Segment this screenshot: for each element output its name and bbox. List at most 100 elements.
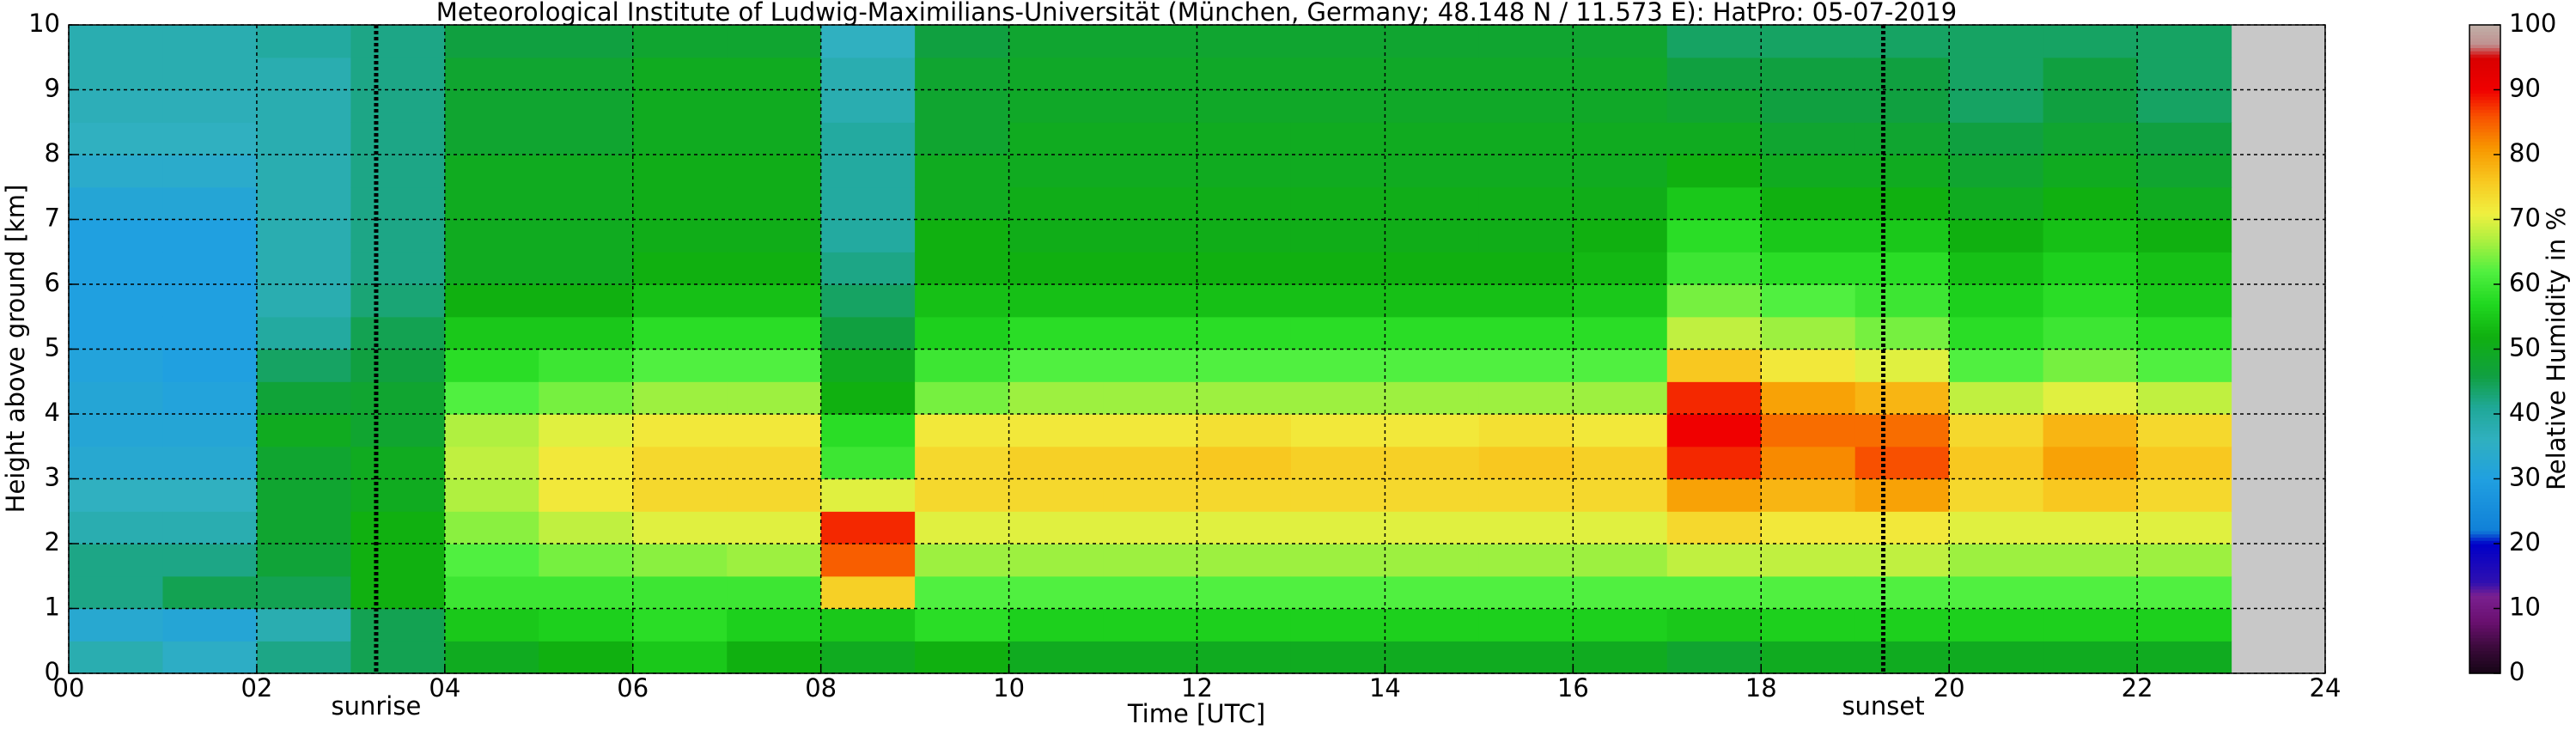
heatmap-cell: [1290, 57, 1386, 91]
heatmap-cell: [1478, 641, 1574, 674]
heatmap-cell: [2043, 25, 2138, 58]
heatmap-cell: [1385, 284, 1480, 318]
heatmap-cell: [2043, 155, 2138, 188]
heatmap-cell: [162, 446, 258, 480]
colorbar-tick-label: 60: [2509, 268, 2541, 297]
colorbar-segment: [2469, 462, 2500, 466]
heatmap-cell: [162, 608, 258, 642]
heatmap-cell: [1573, 608, 1668, 642]
heatmap-cell: [1385, 381, 1480, 415]
heatmap-cell: [2137, 219, 2232, 252]
heatmap-cell: [727, 219, 822, 252]
heatmap-cell: [256, 186, 351, 221]
heatmap-cell: [1008, 446, 1104, 480]
heatmap-cell: [1854, 57, 1950, 91]
heatmap-cell: [1666, 57, 1762, 91]
heatmap-cell: [1761, 316, 1856, 350]
heatmap-cell: [820, 252, 916, 285]
colorbar-segment: [2469, 605, 2500, 610]
colorbar-segment: [2469, 119, 2500, 123]
y-tick-label: 8: [45, 138, 60, 167]
heatmap-cell: [1008, 252, 1104, 285]
heatmap-cell: [1197, 122, 1292, 155]
heatmap-cell: [1761, 544, 1856, 577]
colorbar-segment: [2469, 540, 2500, 544]
colorbar-segment: [2469, 248, 2500, 252]
colorbar-segment: [2469, 53, 2500, 58]
heatmap-cell: [539, 575, 634, 610]
heatmap-cell: [69, 414, 164, 447]
colorbar-segment: [2469, 414, 2500, 418]
colorbar-segment: [2469, 186, 2500, 192]
heatmap-cell: [69, 316, 164, 350]
heatmap-cell: [632, 544, 728, 577]
colorbar-segment: [2469, 637, 2500, 642]
colorbar-segment: [2469, 203, 2500, 207]
heatmap-cell: [1478, 186, 1574, 221]
heatmap-cell: [1666, 219, 1762, 252]
colorbar-segment: [2469, 588, 2500, 593]
colorbar-segment: [2469, 157, 2500, 162]
heatmap-cell: [69, 446, 164, 480]
colorbar-segment: [2469, 316, 2500, 321]
heatmap-cell: [256, 284, 351, 318]
x-axis-label: Time [UTC]: [1127, 699, 1265, 728]
heatmap-cell: [727, 155, 822, 188]
colorbar-tick-label: 30: [2509, 463, 2541, 492]
heatmap-cell: [162, 186, 258, 221]
heatmap-cell: [1290, 122, 1386, 155]
colorbar-segment: [2469, 67, 2500, 71]
x-tick-label: 00: [53, 673, 85, 703]
heatmap-cell: [1197, 575, 1292, 610]
heatmap-cell: [256, 25, 351, 58]
colorbar-segment: [2469, 297, 2500, 301]
heatmap-cell: [1290, 155, 1386, 188]
y-tick-label: 6: [45, 268, 60, 297]
heatmap-cell: [1290, 219, 1386, 252]
heatmap-cell: [915, 511, 1010, 544]
heatmap-cell: [256, 414, 351, 447]
heatmap-cell: [539, 608, 634, 642]
heatmap-cell: [1666, 575, 1762, 610]
heatmap-cell: [1949, 414, 2044, 447]
heatmap-cell: [1949, 89, 2044, 123]
colorbar-segment: [2469, 358, 2500, 363]
y-axis-label: Height above ground [km]: [1, 185, 30, 514]
colorbar-segment: [2469, 429, 2500, 435]
colorbar-segment: [2469, 258, 2500, 263]
heatmap-cell: [2043, 511, 2138, 544]
colorbar-segment: [2469, 148, 2500, 152]
heatmap-cell: [1385, 25, 1480, 58]
colorbar-segment: [2469, 404, 2500, 409]
heatmap-cell: [1008, 316, 1104, 350]
heatmap-cell: [727, 575, 822, 610]
colorbar-segment: [2469, 608, 2500, 612]
heatmap-cell: [1854, 381, 1950, 415]
colorbar-segment: [2469, 44, 2500, 49]
heatmap-cell: [539, 122, 634, 155]
heatmap-cell: [1385, 641, 1480, 674]
colorbar-segment: [2469, 96, 2500, 100]
colorbar-segment: [2469, 660, 2500, 665]
heatmap-cell: [69, 575, 164, 610]
colorbar-segment: [2469, 650, 2500, 654]
heatmap-cell: [1478, 575, 1574, 610]
colorbar-segment: [2469, 122, 2500, 126]
heatmap-cell: [1478, 446, 1574, 480]
colorbar-segment: [2469, 281, 2500, 285]
colorbar-segment: [2469, 313, 2500, 318]
heatmap-cell: [1008, 57, 1104, 91]
colorbar-segment: [2469, 456, 2500, 460]
colorbar-segment: [2469, 164, 2500, 168]
heatmap-cell: [539, 544, 634, 577]
colorbar-segment: [2469, 193, 2500, 198]
heatmap-cell: [256, 122, 351, 155]
colorbar-segment: [2469, 31, 2500, 35]
colorbar-segment: [2469, 161, 2500, 165]
heatmap-cell: [2137, 381, 2232, 415]
heatmap-cell: [1478, 219, 1574, 252]
heatmap-cell: [162, 544, 258, 577]
heatmap-cell: [1290, 414, 1386, 447]
heatmap-cell: [1103, 284, 1198, 318]
